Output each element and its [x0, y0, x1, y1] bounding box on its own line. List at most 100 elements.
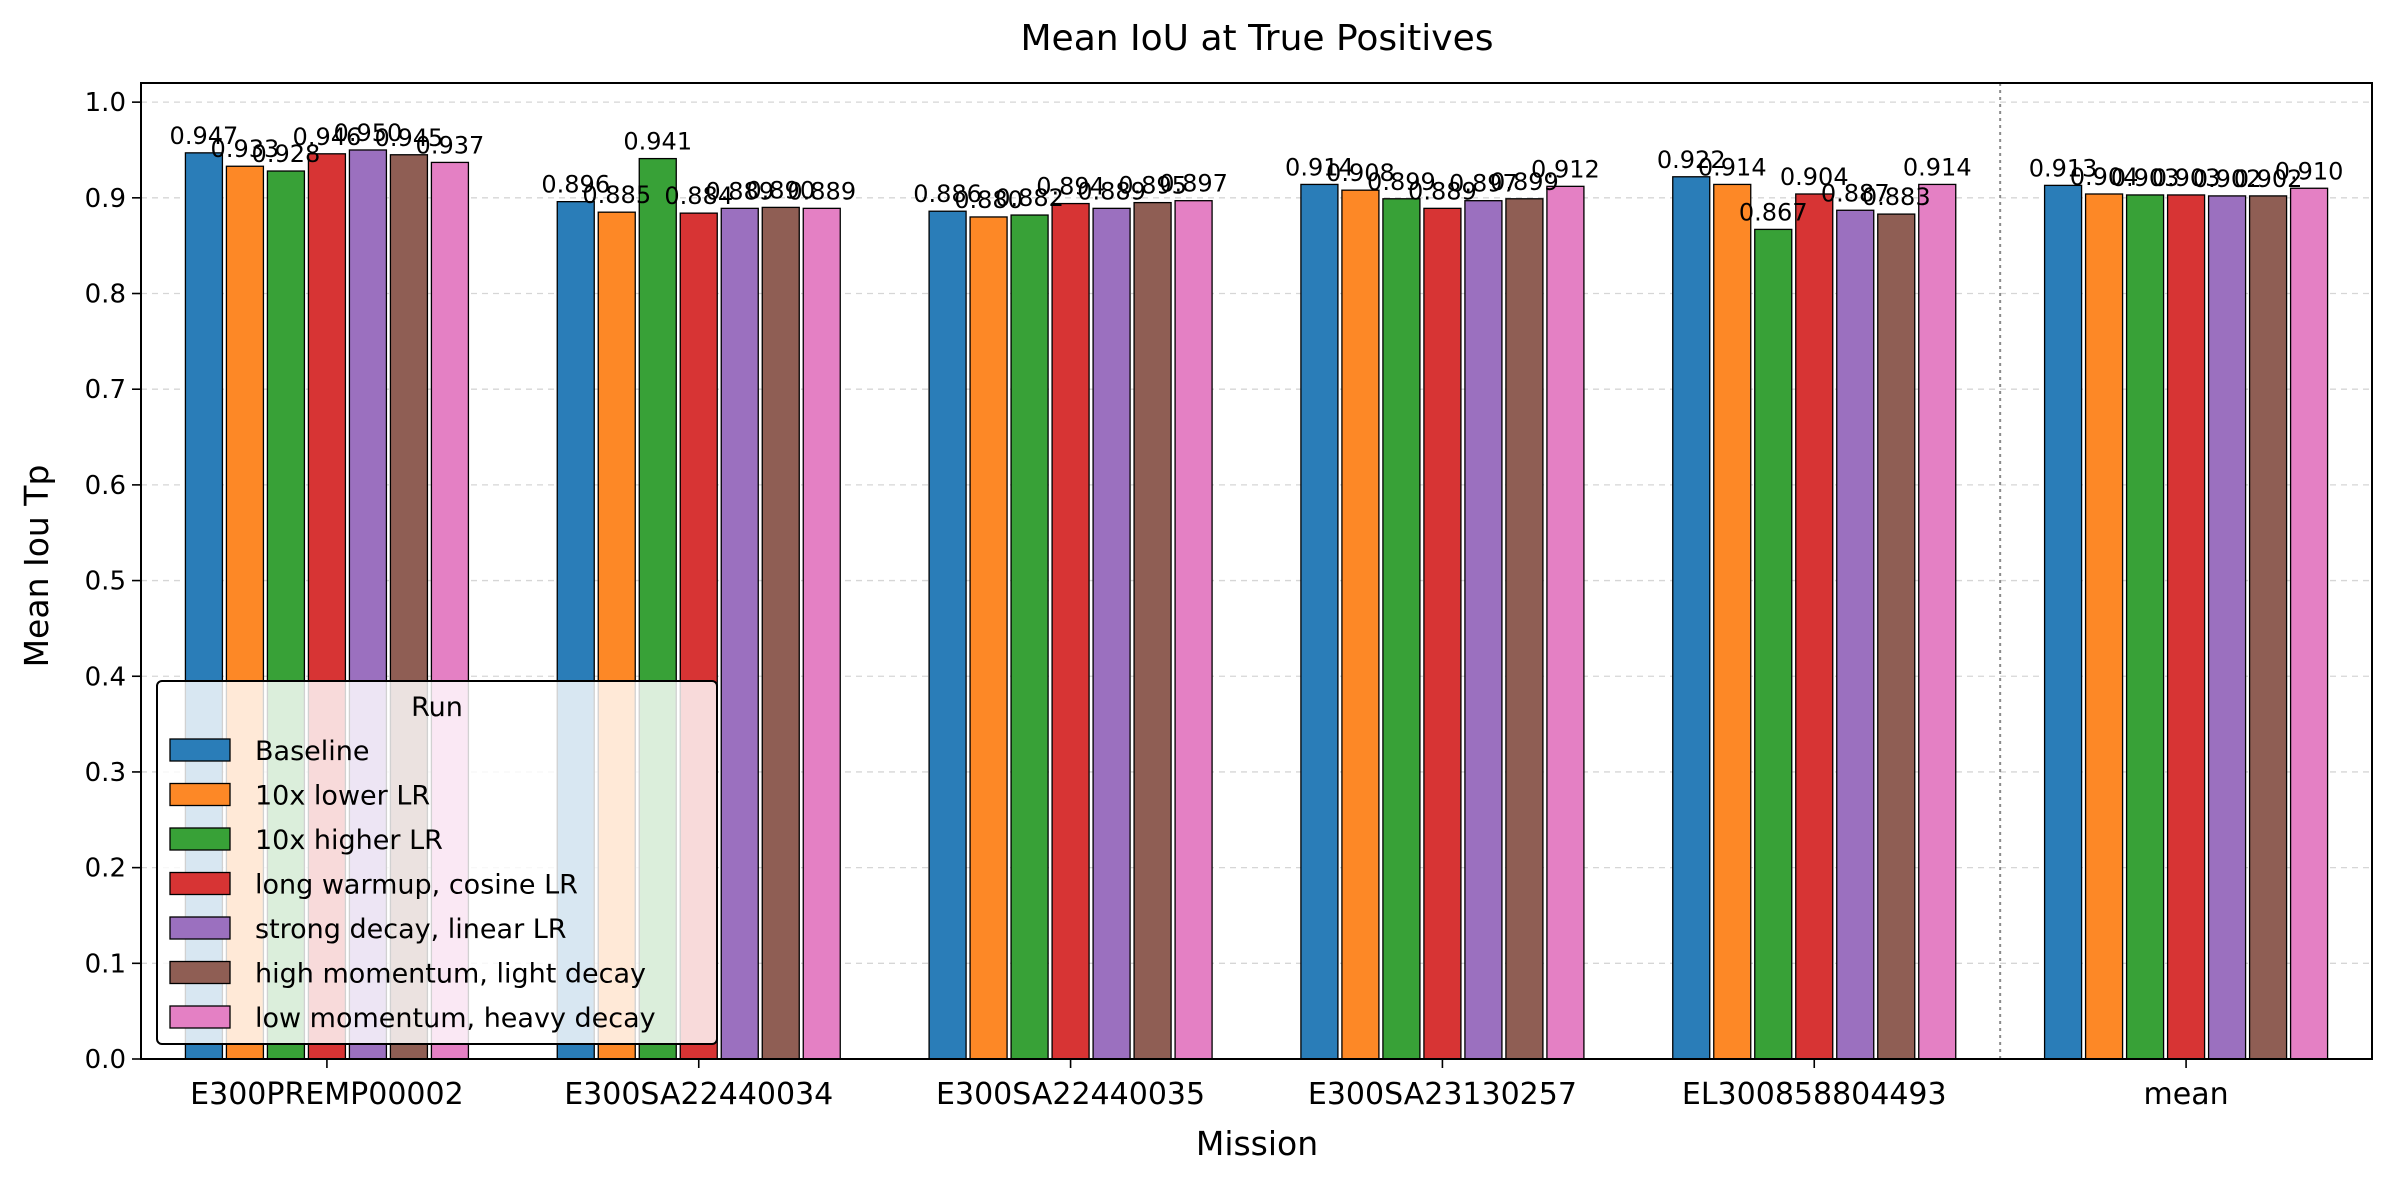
value-label: 0.947	[170, 122, 239, 150]
axes-layer: 0.0 0.1 0.2 0.3 0.4 0.5 0.6 0.7 0.8 0.9 1.0 E300PRE…	[85, 82, 2373, 1112]
bar-2-6	[2084, 193, 2124, 1060]
y-tick-label: 0.4	[85, 662, 126, 692]
y-tick-label: 0.0	[85, 1045, 126, 1075]
bar-1-5	[1672, 176, 1711, 1060]
y-tick-label: 0.3	[85, 758, 126, 788]
legend-swatch	[169, 827, 231, 851]
value-label: 0.902	[2234, 165, 2303, 193]
value-label: 0.880	[954, 186, 1023, 214]
legend-swatch	[169, 916, 231, 940]
bar-4-6	[2166, 194, 2206, 1060]
bar-3-4	[1382, 198, 1421, 1060]
value-label: 0.883	[1862, 183, 1931, 211]
legend-entry-label: long warmup, cosine LR	[255, 870, 578, 901]
value-label: 0.933	[211, 135, 280, 163]
y-axis-title: Mean Iou Tp	[17, 465, 56, 668]
value-label: 0.887	[1821, 179, 1890, 207]
legend-box	[156, 680, 718, 1045]
x-tick-label: E300PREMP00002	[190, 1077, 464, 1112]
bars-layer	[184, 149, 2329, 1060]
y-tick-label: 0.9	[85, 184, 126, 214]
x-axis-title: Mission	[1196, 1124, 1318, 1163]
bar-2-5	[1713, 183, 1752, 1060]
bar-7-6	[2289, 187, 2329, 1060]
value-label: 0.889	[705, 177, 774, 205]
legend-swatch	[169, 1005, 231, 1029]
y-tick-label: 0.8	[85, 280, 126, 310]
value-label: 0.899	[1490, 168, 1559, 196]
value-label: 0.890	[746, 176, 815, 204]
legend-entry-label: Baseline	[255, 736, 369, 767]
value-label: 0.889	[1408, 177, 1477, 205]
value-label: 0.912	[1531, 155, 1600, 183]
bar-5-3	[1092, 207, 1131, 1060]
y-tick-label: 1.0	[85, 88, 126, 118]
value-label: 0.899	[1367, 168, 1436, 196]
bar-3-5	[1754, 228, 1793, 1060]
value-label: 0.897	[1449, 170, 1518, 198]
y-tick-label: 0.7	[85, 375, 126, 405]
x-tick-label: E300SA22440034	[564, 1077, 833, 1112]
bar-7-2	[802, 207, 841, 1060]
value-label: 0.904	[1780, 163, 1849, 191]
x-tick-label: E300SA23130257	[1308, 1077, 1577, 1112]
bar-2-4	[1341, 189, 1380, 1060]
value-label: 0.897	[1159, 170, 1228, 198]
chart-title: Mean IoU at True Positives	[1020, 18, 1493, 59]
bar-1-3	[928, 210, 967, 1060]
value-label: 0.894	[1036, 173, 1105, 201]
bar-5-5	[1836, 209, 1875, 1060]
bar-1-6	[2043, 184, 2083, 1060]
value-label: 0.886	[913, 180, 982, 208]
bar-7-3	[1174, 200, 1213, 1060]
value-label: 0.950	[334, 119, 403, 147]
value-label: 0.885	[582, 181, 651, 209]
value-label: 0.914	[1285, 153, 1354, 181]
bar-1-4	[1300, 183, 1339, 1060]
y-tick-label: 0.5	[85, 567, 126, 597]
bar-6-2	[761, 206, 800, 1060]
bar-2-3	[969, 216, 1008, 1060]
bar-4-4	[1423, 207, 1462, 1060]
y-tick-label: 0.2	[85, 854, 126, 884]
bar-5-2	[720, 207, 759, 1060]
legend-entry-label: 10x higher LR	[255, 825, 443, 856]
legend-entry-label: 10x lower LR	[255, 781, 430, 812]
bar-6-6	[2248, 195, 2288, 1060]
bar-6-5	[1877, 213, 1916, 1060]
bar-3-6	[2125, 194, 2165, 1060]
value-label: 0.945	[375, 124, 444, 152]
value-label: 0.904	[2070, 163, 2139, 191]
x-tick-label: E300SA22440035	[936, 1077, 1205, 1112]
value-label: 0.914	[1698, 153, 1767, 181]
legend-title: Run	[411, 692, 463, 723]
legend-entry-label: high momentum, light decay	[255, 959, 646, 990]
legend-entry-label: low momentum, heavy decay	[255, 1003, 656, 1034]
bar-5-4	[1464, 200, 1503, 1060]
legend: Run Baseline 10x lower LR 10x higher LR long…	[156, 680, 718, 1045]
bar-6-3	[1133, 201, 1172, 1060]
y-tick-label: 0.6	[85, 471, 126, 501]
value-label: 0.867	[1739, 198, 1808, 226]
value-label: 0.903	[2152, 164, 2221, 192]
bar-3-3	[1010, 214, 1049, 1060]
grid-layer	[141, 83, 2372, 1059]
legend-swatch	[169, 960, 231, 985]
value-label: 0.941	[623, 128, 692, 156]
value-label: 0.895	[1118, 172, 1187, 200]
bar-4-3	[1051, 202, 1090, 1060]
value-label: 0.913	[2029, 154, 2098, 182]
value-label: 0.922	[1657, 146, 1726, 174]
bar-7-5	[1918, 183, 1957, 1060]
bar-6-4	[1505, 198, 1544, 1060]
x-tick-label: EL300858804493	[1682, 1077, 1947, 1112]
bar-4-5	[1795, 193, 1834, 1060]
bar-7-4	[1546, 185, 1585, 1060]
value-label: 0.889	[1077, 177, 1146, 205]
legend-swatch	[169, 871, 231, 896]
x-tick-label: mean	[2144, 1077, 2229, 1112]
legend-entry-label: strong decay, linear LR	[255, 914, 567, 945]
value-label: 0.896	[541, 171, 610, 199]
